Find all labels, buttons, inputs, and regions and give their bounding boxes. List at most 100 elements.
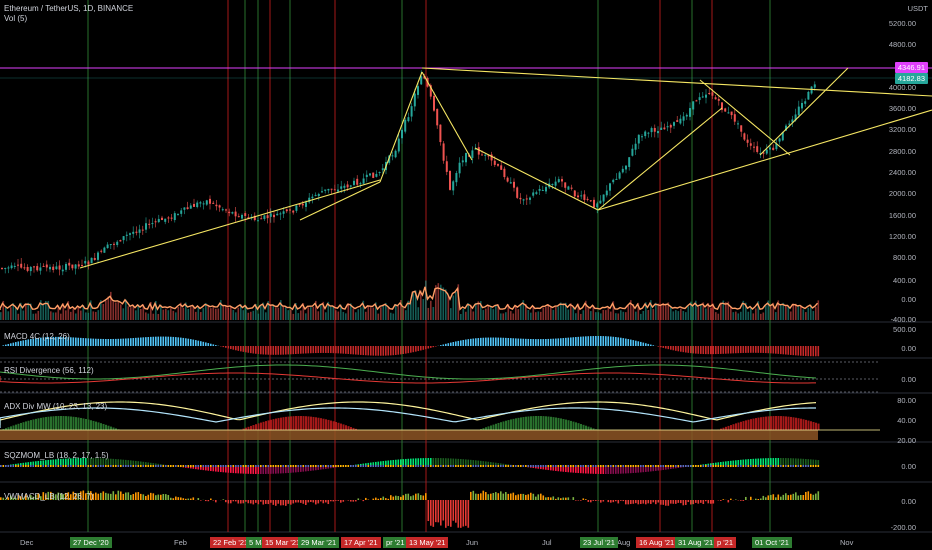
vwmacd-bar <box>637 500 640 505</box>
vwmacd-bar <box>150 492 152 500</box>
volume-bar <box>440 284 442 320</box>
candle-body <box>359 183 362 185</box>
adx-pane-title[interactable]: ADX Div MW (10, 23, 13, 23) <box>4 402 108 411</box>
candle-body <box>273 214 275 218</box>
candle-body <box>103 247 106 253</box>
volume-bar <box>730 306 732 320</box>
candle-body <box>231 212 234 214</box>
vwmacd-bar <box>197 498 200 500</box>
adx-bar <box>727 425 730 430</box>
vwmacd-bar <box>210 498 212 500</box>
sqz-dot <box>702 465 705 467</box>
sqz-bar <box>430 458 432 466</box>
sqz-dot <box>782 465 785 467</box>
candle-body <box>356 178 359 185</box>
vwmacd-bar <box>657 500 660 503</box>
vwmacd-bar <box>200 500 202 501</box>
sqz-dot <box>425 465 427 467</box>
macd-bar <box>487 337 490 346</box>
macd-bar <box>162 336 165 346</box>
sqz-bar <box>455 458 457 466</box>
macd-bar <box>755 346 757 353</box>
volume-bar <box>187 308 190 320</box>
volume-bar <box>392 313 395 320</box>
vwmacd-bar <box>587 500 590 502</box>
candle-body <box>77 264 80 267</box>
macd-bar <box>257 346 260 355</box>
candle-body <box>333 189 336 191</box>
sqz-dot <box>225 465 227 467</box>
vwmacd-bar <box>187 498 190 500</box>
candle-body <box>244 213 247 216</box>
vwmacd-bar <box>677 500 680 503</box>
adx-bar <box>30 420 32 430</box>
sqz-bar <box>772 458 775 466</box>
adx-bar <box>790 416 792 430</box>
vwmacd-bar <box>617 500 620 504</box>
sqz-dot <box>717 465 720 467</box>
sqz-dot <box>302 465 305 467</box>
sqz-pane-title[interactable]: SQZMOM_LB (18, 2, 17, 1.5) <box>4 451 109 460</box>
macd-bar <box>187 338 190 346</box>
adx-bar <box>550 416 552 430</box>
macd-pane-title[interactable]: MACD 4C (12, 26) <box>4 332 70 341</box>
volume-bar <box>287 310 290 320</box>
rsi-pane-title[interactable]: RSI Divergence (56, 112) <box>4 366 94 375</box>
macd-bar <box>195 340 197 346</box>
candle-body <box>365 174 368 178</box>
sqz-dot <box>685 465 687 467</box>
macd-bar <box>712 346 715 355</box>
sqz-bar <box>117 459 120 466</box>
volume-bar <box>362 300 365 320</box>
sqz-bar <box>642 466 645 473</box>
volume-bar <box>680 308 682 320</box>
volume-bar <box>377 313 380 320</box>
sqz-dot <box>712 465 715 467</box>
sqz-bar <box>25 462 27 466</box>
volume-bar <box>347 303 350 320</box>
vwmacd-bar <box>650 500 652 504</box>
volume-bar <box>102 304 105 320</box>
sqz-dot <box>190 465 192 467</box>
sqz-dot <box>370 465 372 467</box>
macd-bar <box>765 346 767 354</box>
macd-bar <box>642 342 645 346</box>
sqz-bar <box>37 460 40 466</box>
sqz-bar <box>420 458 422 466</box>
candle-body <box>679 118 682 124</box>
sqz-bar <box>730 460 732 466</box>
candle-body <box>279 213 282 215</box>
price-axis-label: 3600.00 <box>888 104 916 113</box>
candle-body <box>493 160 496 165</box>
volume-bar <box>442 287 445 320</box>
macd-bar <box>122 338 125 346</box>
sqz-bar <box>662 466 665 470</box>
sqz-dot <box>235 465 237 467</box>
vwmacd-bar <box>692 500 695 505</box>
volume-bar <box>137 304 140 320</box>
volume-bar <box>817 300 820 320</box>
sqz-dot <box>520 465 522 467</box>
sqz-bar <box>367 462 370 466</box>
candle-body <box>247 217 250 219</box>
sqz-dot <box>282 465 285 467</box>
macd-bar <box>277 346 280 355</box>
candle-body <box>109 244 112 246</box>
sqz-dot <box>275 465 277 467</box>
volume-bar <box>500 313 502 320</box>
sqz-dot <box>445 465 447 467</box>
trend-line <box>421 67 932 97</box>
sqz-bar <box>472 460 475 466</box>
vwmacd-pane-title[interactable]: VWMACD_LB (12, 26, 7) <box>4 492 94 501</box>
volume-bar <box>797 306 800 320</box>
sqz-dot <box>555 465 557 467</box>
candle-body <box>682 116 685 121</box>
sqz-bar <box>422 458 425 466</box>
vwmacd-bar <box>777 494 780 500</box>
price-axis-label: 4800.00 <box>888 40 916 49</box>
volume-bar <box>642 310 645 320</box>
vwmacd-bar <box>335 500 337 501</box>
macd-bar <box>735 346 737 354</box>
candle-body <box>87 261 90 265</box>
